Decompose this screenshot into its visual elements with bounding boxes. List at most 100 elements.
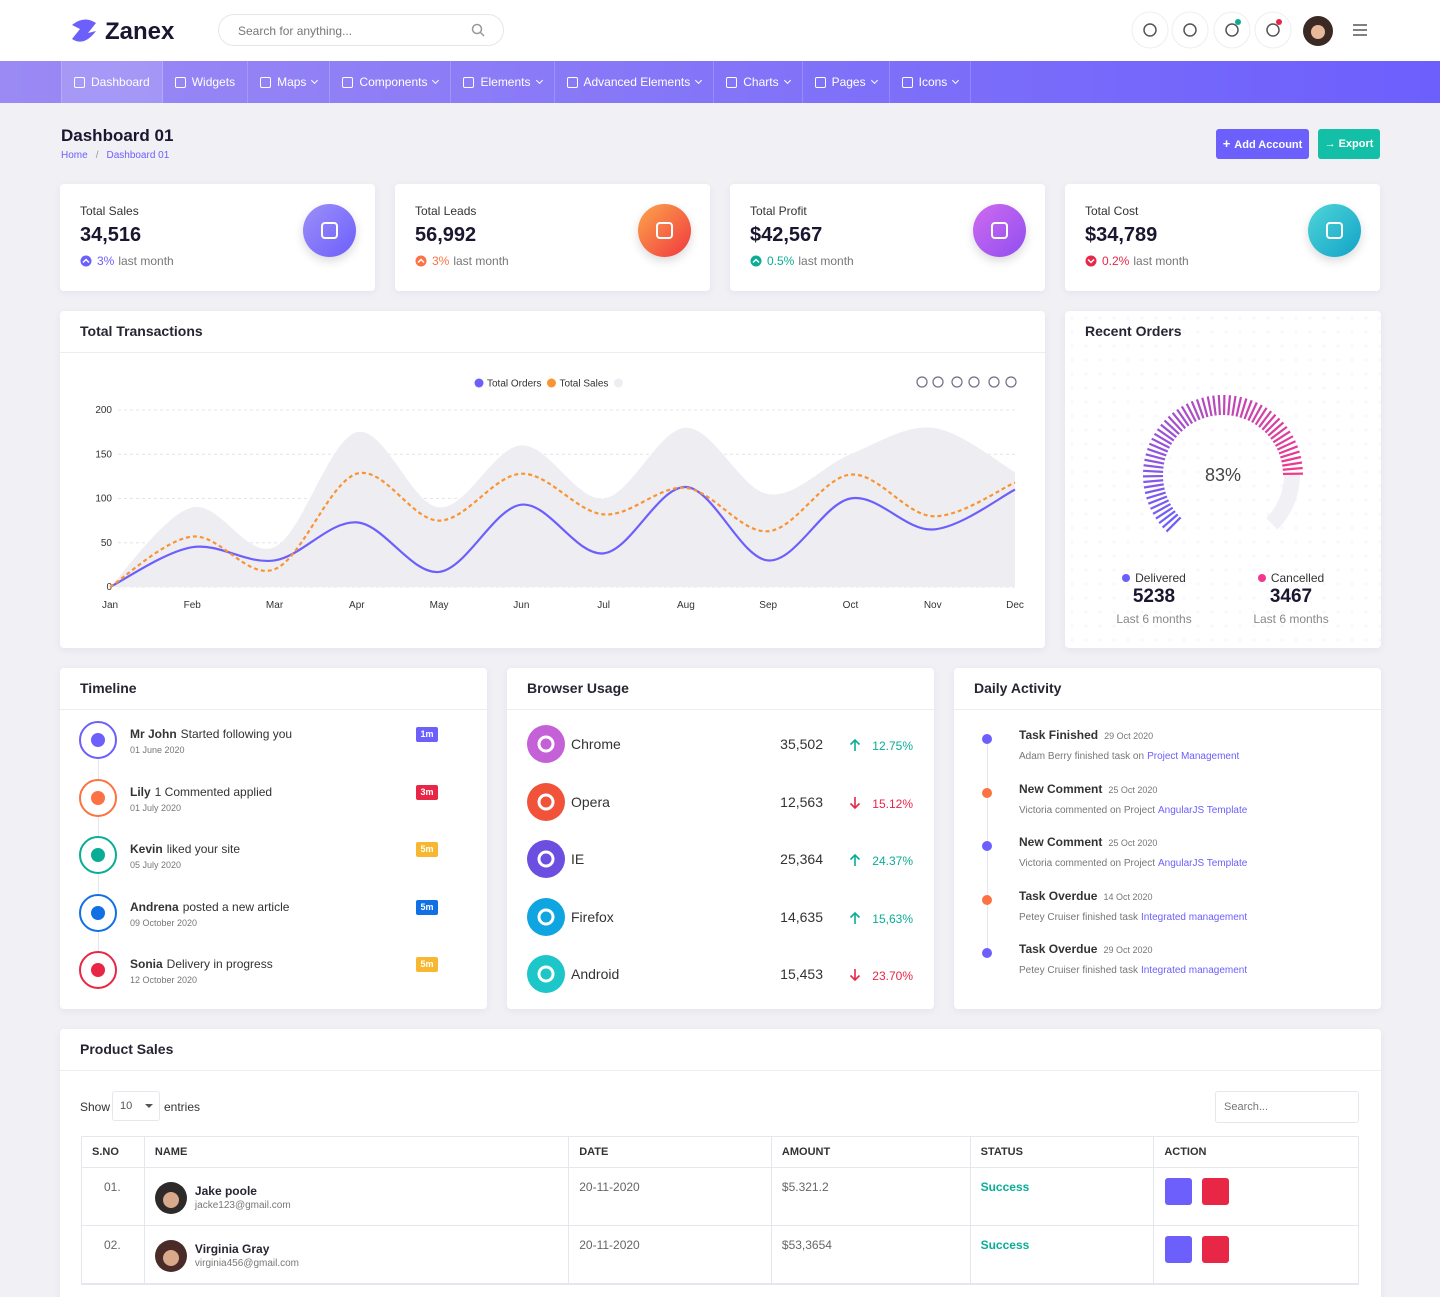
nav-label: Charts xyxy=(743,75,779,89)
nav-icon xyxy=(74,76,85,88)
nav-item[interactable]: Dashboard xyxy=(61,61,163,103)
header-icon-button[interactable] xyxy=(1213,11,1251,49)
legend-marker xyxy=(546,378,556,388)
browser-count: 14,635 xyxy=(780,908,823,925)
activity-link[interactable]: Integrated management xyxy=(1140,965,1248,977)
stat-card: Total Profit $42,567 0.5% last month xyxy=(730,184,1045,291)
icon-glyph xyxy=(91,905,105,920)
edit-button[interactable] xyxy=(1165,1236,1193,1263)
activity-desc: Victoria commented on Project xyxy=(1019,858,1155,870)
x-tick-label: Jan xyxy=(102,600,118,611)
nav-item[interactable]: Widgets xyxy=(163,61,249,103)
table-cell: Success xyxy=(969,1168,1154,1225)
activity-desc: Victoria commented on Project xyxy=(1019,804,1155,816)
nav-item[interactable]: Pages xyxy=(803,61,890,103)
export-button[interactable]: → Export xyxy=(1318,129,1380,159)
header-icon-button[interactable] xyxy=(1131,11,1169,49)
breadcrumb-item[interactable]: Home xyxy=(61,150,88,161)
header-icon-button[interactable] xyxy=(1254,11,1292,49)
customer-name: Virginia Gray xyxy=(194,1242,270,1256)
entries-select[interactable]: 10 xyxy=(112,1091,160,1121)
notify-dot xyxy=(1276,19,1282,25)
column-header[interactable]: ACTION xyxy=(1153,1137,1358,1167)
column-header[interactable]: AMOUNT xyxy=(770,1137,970,1167)
icon-glyph xyxy=(91,963,105,977)
stat-change-value: 0.2% xyxy=(1102,254,1130,268)
activity-head: New Comment 25 Oct 2020 xyxy=(1019,782,1157,796)
glyph-shape xyxy=(991,222,1008,239)
breadcrumb-sep: / xyxy=(95,150,99,161)
button-label: Add Account xyxy=(1234,139,1303,151)
activity-link[interactable]: AngularJS Template xyxy=(1158,858,1248,870)
card-divider xyxy=(60,1070,1381,1071)
legend-marker xyxy=(474,378,484,388)
nav-item[interactable]: Advanced Elements xyxy=(555,61,715,103)
gauge-tick xyxy=(1227,395,1232,416)
gauge-tick xyxy=(1195,399,1205,419)
activity-head: Task Overdue 14 Oct 2020 xyxy=(1019,889,1153,903)
search-placeholder: Search for anything... xyxy=(238,24,353,38)
gauge-tick xyxy=(1156,428,1175,442)
logo-text: Zanex xyxy=(105,18,175,45)
activity-link[interactable]: AngularJS Template xyxy=(1158,804,1248,816)
button-label: Export xyxy=(1338,138,1374,150)
nav-item[interactable]: Elements xyxy=(451,61,555,103)
column-header[interactable]: NAME xyxy=(143,1137,568,1167)
timeline-badge: 5m xyxy=(416,957,438,972)
edit-button[interactable] xyxy=(1165,1178,1193,1205)
card-title: Product Sales xyxy=(80,1041,174,1057)
stat-label: Total Sales xyxy=(80,204,139,218)
icon-bg xyxy=(527,955,565,993)
x-tick-label: Jun xyxy=(513,600,529,611)
nav-caret xyxy=(783,76,791,85)
search-box[interactable]: Search for anything... xyxy=(218,14,504,46)
avatar-face xyxy=(162,1250,179,1266)
timeline-name: Andrena xyxy=(130,899,179,914)
gauge-tick xyxy=(1201,397,1209,418)
stat-change: 3% last month xyxy=(80,254,174,268)
activity-link[interactable]: Integrated management xyxy=(1140,911,1248,923)
trend-arrow xyxy=(849,796,861,809)
activity-dot xyxy=(982,787,992,798)
activity-head: Task Overdue 29 Oct 2020 xyxy=(1019,942,1153,956)
gauge-tick xyxy=(1280,450,1300,459)
timeline-date: 01 June 2020 xyxy=(130,745,185,755)
nav-item[interactable]: Icons xyxy=(890,61,972,103)
row-number: 02. xyxy=(104,1238,121,1252)
gauge-fill xyxy=(1142,394,1304,533)
nav-item[interactable]: Maps xyxy=(248,61,331,103)
header-icon-button[interactable] xyxy=(1171,11,1209,49)
icon-glyph xyxy=(91,733,105,747)
timeline-date: 09 October 2020 xyxy=(130,917,198,928)
gauge-tick xyxy=(1171,412,1187,430)
toolbar-icon xyxy=(951,376,963,388)
activity-card: Daily Activity Task Finished 29 Oct 2020 Ad… xyxy=(954,668,1381,1009)
gauge-tick xyxy=(1153,432,1173,446)
column-header[interactable]: S.NO xyxy=(82,1137,144,1167)
timeline-text: Mr John Started following you xyxy=(130,727,292,741)
nav-item[interactable]: Charts xyxy=(714,61,803,103)
icon-glyph xyxy=(537,965,555,983)
column-header[interactable]: STATUS xyxy=(969,1137,1154,1167)
delete-button[interactable] xyxy=(1202,1178,1230,1205)
delete-button[interactable] xyxy=(1202,1236,1230,1263)
nav-item[interactable]: Components xyxy=(330,61,452,103)
product-sales-card: Product Sales Show 10 entries Search... S.NO N… xyxy=(60,1029,1381,1297)
browser-change: 24.37% xyxy=(872,854,913,868)
browser-name: Android xyxy=(571,966,620,982)
gauge-tick xyxy=(1151,437,1171,449)
column-header[interactable]: DATE xyxy=(568,1137,771,1167)
add-account-button[interactable]: + Add Account xyxy=(1216,129,1309,159)
order-value: 5238 xyxy=(1132,586,1176,607)
stat-icon xyxy=(638,204,691,257)
order-legend: Cancelled xyxy=(1231,571,1351,585)
activity-link[interactable]: Project Management xyxy=(1147,751,1240,762)
activity-date: 25 Oct 2020 xyxy=(1108,838,1158,849)
activity-date: 29 Oct 2020 xyxy=(1103,945,1153,956)
column-label: DATE xyxy=(579,1146,609,1158)
table-search[interactable]: Search... xyxy=(1215,1091,1359,1123)
gauge-tick xyxy=(1206,396,1213,417)
stat-label: Total Cost xyxy=(1085,204,1139,218)
legend-label: Total Sales xyxy=(559,379,608,390)
icon-bg xyxy=(1254,11,1292,49)
